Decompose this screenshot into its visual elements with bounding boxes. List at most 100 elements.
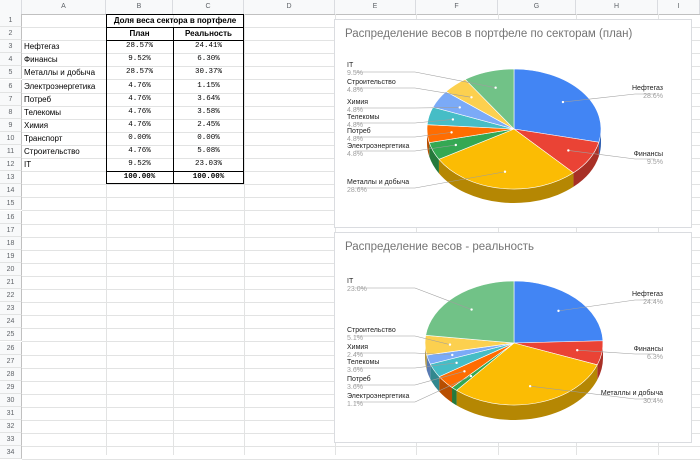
row-header-17[interactable]: 17 <box>0 223 22 237</box>
row-header-27[interactable]: 27 <box>0 354 22 368</box>
column-header-f[interactable]: F <box>416 0 498 14</box>
row-header-16[interactable]: 16 <box>0 210 22 224</box>
row-header-19[interactable]: 19 <box>0 249 22 263</box>
sector-name-cell[interactable]: Транспорт <box>24 133 63 143</box>
pie-slice-Нефтегаз[interactable] <box>513 68 602 143</box>
plan-header-cell[interactable]: План <box>129 29 150 39</box>
row-header-23[interactable]: 23 <box>0 302 22 316</box>
select-all-corner[interactable] <box>0 0 22 14</box>
leader-line <box>355 375 472 403</box>
sector-name-cell[interactable]: Химия <box>24 120 49 130</box>
row-header-1[interactable]: 1 <box>0 14 22 28</box>
plan-value-cell[interactable]: 9.52% <box>128 160 151 169</box>
plan-value-cell[interactable]: 28.57% <box>125 42 153 51</box>
pie-slice-IT[interactable] <box>425 280 515 344</box>
row-header-5[interactable]: 5 <box>0 66 22 80</box>
reality-value-cell[interactable]: 6.30% <box>197 55 220 64</box>
reality-total-cell[interactable]: 100.00% <box>192 173 225 182</box>
sector-name-cell[interactable]: Телекомы <box>24 107 62 117</box>
table-title-cell[interactable]: Доля веса сектора в портфеле <box>113 16 237 25</box>
plan-value-cell[interactable]: 9.52% <box>128 55 151 64</box>
row-header-24[interactable]: 24 <box>0 315 22 329</box>
sector-name-cell[interactable]: Строительство <box>24 147 80 156</box>
row-header-9[interactable]: 9 <box>0 118 22 132</box>
row-header-20[interactable]: 20 <box>0 262 22 276</box>
row-header-29[interactable]: 29 <box>0 380 22 394</box>
slice-label: Потреб <box>347 127 371 135</box>
column-header-a[interactable]: A <box>22 0 106 14</box>
row-header-28[interactable]: 28 <box>0 367 22 381</box>
reality-header-cell[interactable]: Реальность <box>185 29 232 39</box>
column-header-i[interactable]: I <box>658 0 700 14</box>
plan-total-cell[interactable]: 100.00% <box>123 173 156 182</box>
slice-percent: 3.6% <box>347 384 363 391</box>
column-header-g[interactable]: G <box>498 0 576 14</box>
row-header-12[interactable]: 12 <box>0 158 22 172</box>
reality-value-cell[interactable]: 24.41% <box>194 42 222 51</box>
row-header-25[interactable]: 25 <box>0 328 22 342</box>
plan-value-cell[interactable]: 4.76% <box>128 120 151 129</box>
reality-value-cell[interactable]: 23.03% <box>194 160 222 169</box>
row-header-34[interactable]: 34 <box>0 446 22 460</box>
row-header-26[interactable]: 26 <box>0 341 22 355</box>
pie-slice-Металлы и добыча[interactable] <box>456 342 598 406</box>
plan-value-cell[interactable]: 28.57% <box>125 68 153 77</box>
row-header-10[interactable]: 10 <box>0 131 22 145</box>
column-header-d[interactable]: D <box>244 0 335 14</box>
reality-value-cell[interactable]: 3.58% <box>197 107 220 116</box>
reality-value-cell[interactable]: 1.15% <box>197 81 220 90</box>
table-rule <box>173 27 174 185</box>
row-header-18[interactable]: 18 <box>0 236 22 250</box>
column-header-h[interactable]: H <box>576 0 658 14</box>
row-header-21[interactable]: 21 <box>0 276 22 290</box>
row-header-11[interactable]: 11 <box>0 145 22 159</box>
plan-value-cell[interactable]: 4.76% <box>128 94 151 103</box>
plan-chart-title: Распределение весов в портфеле по сектор… <box>345 28 633 40</box>
plan-value-cell[interactable]: 4.76% <box>128 81 151 90</box>
slice-label: Электроэнергетика <box>347 143 410 150</box>
sector-name-cell[interactable]: Металлы и добыча <box>24 68 96 78</box>
leader-dot <box>451 353 454 357</box>
row-header-7[interactable]: 7 <box>0 92 22 106</box>
reality-value-cell[interactable]: 3.64% <box>197 94 220 103</box>
reality-value-cell[interactable]: 30.37% <box>194 68 222 77</box>
pie-slice-Металлы и добыча[interactable] <box>438 128 574 190</box>
row-header-4[interactable]: 4 <box>0 53 22 67</box>
leader-line <box>355 335 451 345</box>
column-header-b[interactable]: B <box>106 0 173 14</box>
row-header-2[interactable]: 2 <box>0 27 22 41</box>
row-header-22[interactable]: 22 <box>0 289 22 303</box>
sector-name-cell[interactable]: Потреб <box>24 94 52 104</box>
reality-value-cell[interactable]: 2.45% <box>197 120 220 129</box>
slice-percent: 24.4% <box>643 299 663 306</box>
sector-name-cell[interactable]: IT <box>24 160 32 170</box>
row-header-8[interactable]: 8 <box>0 105 22 119</box>
column-header-e[interactable]: E <box>335 0 416 14</box>
plan-value-cell[interactable]: 0.00% <box>128 133 151 142</box>
plan-value-cell[interactable]: 4.76% <box>128 107 151 116</box>
plan-pie-chart[interactable]: Распределение весов в портфеле по сектор… <box>334 19 692 228</box>
row-header-3[interactable]: 3 <box>0 40 22 54</box>
row-header-13[interactable]: 13 <box>0 171 22 185</box>
row-header-32[interactable]: 32 <box>0 420 22 434</box>
row-header-30[interactable]: 30 <box>0 393 22 407</box>
sector-name-cell[interactable]: Финансы <box>24 55 58 65</box>
reality-value-cell[interactable]: 0.00% <box>197 133 220 142</box>
leader-dot <box>503 170 507 173</box>
row-header-14[interactable]: 14 <box>0 184 22 198</box>
row-header-6[interactable]: 6 <box>0 79 22 93</box>
sector-name-cell[interactable]: Электроэнергетика <box>24 81 96 91</box>
sector-name-cell[interactable]: Нефтегаз <box>24 42 60 52</box>
column-header-c[interactable]: C <box>173 0 244 14</box>
pie-side-Металлы и добыча <box>456 364 598 420</box>
slice-label: IT <box>347 62 354 69</box>
row-header-31[interactable]: 31 <box>0 407 22 421</box>
leader-dot <box>463 370 466 373</box>
reality-pie-chart[interactable]: Распределение весов - реальность Нефтега… <box>334 232 692 443</box>
row-header-33[interactable]: 33 <box>0 433 22 447</box>
plan-value-cell[interactable]: 4.76% <box>128 147 151 155</box>
slice-label: IT <box>347 278 354 285</box>
reality-value-cell[interactable]: 5.08% <box>197 147 220 155</box>
row-header-15[interactable]: 15 <box>0 197 22 211</box>
slice-percent: 28.6% <box>347 187 367 194</box>
